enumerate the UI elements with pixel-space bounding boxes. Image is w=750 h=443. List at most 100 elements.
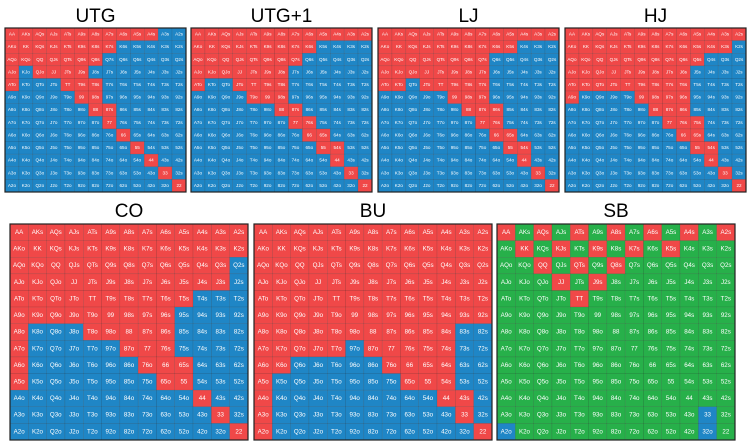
hand-label: J4o bbox=[556, 395, 567, 402]
hand-label: T9o bbox=[574, 312, 585, 319]
hand-label: 84o bbox=[92, 158, 100, 163]
hand-label: A7o bbox=[501, 345, 513, 352]
hand-label: KJo bbox=[32, 279, 43, 286]
hand-label: 83o bbox=[465, 170, 473, 175]
hand-label: K3o bbox=[276, 412, 288, 419]
hand-label: K4o bbox=[22, 158, 31, 163]
hand-label: A5o bbox=[381, 145, 390, 150]
hand-label: K4s bbox=[707, 44, 716, 49]
hand-label: AA bbox=[9, 32, 16, 37]
hand-label: 94s bbox=[707, 95, 715, 100]
hand-label: A7s bbox=[665, 32, 674, 37]
hand-label: 64s bbox=[684, 362, 694, 369]
hand-label: 77 bbox=[388, 345, 395, 352]
hand-label: 73o bbox=[292, 170, 300, 175]
hand-label: T8s bbox=[465, 82, 473, 87]
hand-label: Q3s bbox=[702, 262, 713, 269]
hand-label: ATs bbox=[331, 229, 341, 236]
hand-label: AA bbox=[382, 32, 389, 37]
hand-label: Q2o bbox=[294, 428, 306, 435]
hand-label: T9o bbox=[87, 312, 98, 319]
hand-label: T9o bbox=[437, 95, 445, 100]
hand-label: 63s bbox=[347, 132, 355, 137]
range-grid: LJ AA AKs AQs AJs ATs A9s A8s A7s A6s A5s A4s A3s A2s… bbox=[377, 6, 560, 193]
hand-label: AKo bbox=[8, 44, 17, 49]
hand-label: Q8s bbox=[123, 262, 134, 269]
hand-label: 64s bbox=[441, 362, 451, 369]
hand-label: T6o bbox=[331, 362, 342, 369]
hand-label: 97o bbox=[593, 345, 604, 352]
hand-label: K7o bbox=[519, 345, 531, 352]
hand-label: 86o bbox=[652, 132, 660, 137]
hand-label: 86o bbox=[124, 362, 135, 369]
hand-label: K7s bbox=[291, 44, 300, 49]
hand-label: 53s bbox=[703, 378, 713, 385]
hand-label: J7o bbox=[423, 120, 431, 125]
hand-label: J6o bbox=[610, 132, 618, 137]
hand-label: AKs bbox=[22, 32, 31, 37]
hand-label: 82s bbox=[361, 107, 369, 112]
hand-label: AA bbox=[15, 229, 24, 236]
hand-label: 43s bbox=[347, 158, 355, 163]
hand-label: 33 bbox=[163, 170, 169, 175]
hand-label: 54s bbox=[684, 378, 694, 385]
hand-label: 54s bbox=[707, 145, 715, 150]
hand-label: AJo bbox=[8, 69, 16, 74]
hand-label: 82s bbox=[735, 107, 743, 112]
hand-label: A2s bbox=[721, 229, 732, 236]
hand-label: AQo bbox=[257, 262, 270, 269]
hand-label: KJs bbox=[69, 246, 79, 253]
hand-label: 82s bbox=[234, 329, 244, 336]
hand-label: A4o bbox=[258, 395, 270, 402]
hand-label: A7s bbox=[291, 32, 300, 37]
hand-label: AJo bbox=[194, 69, 202, 74]
hand-label: 42s bbox=[361, 158, 369, 163]
hand-label: J2s bbox=[175, 69, 183, 74]
hand-label: Q2o bbox=[595, 183, 604, 188]
hand-label: KTs bbox=[250, 44, 258, 49]
hand-label: T9o bbox=[64, 95, 72, 100]
hand-label: Q6o bbox=[294, 362, 306, 369]
hand-label: 99 bbox=[351, 312, 358, 319]
grid-title: SB bbox=[603, 201, 628, 222]
hand-label: 94o bbox=[638, 158, 646, 163]
hand-label: 76s bbox=[648, 345, 658, 352]
hand-label: J8s bbox=[611, 279, 621, 286]
hand-label: T7o bbox=[87, 345, 98, 352]
hand-label: 75s bbox=[320, 120, 328, 125]
hand-label: 76o bbox=[666, 132, 674, 137]
hand-label: 66 bbox=[162, 362, 169, 369]
hand-label: J6s bbox=[648, 279, 658, 286]
hand-label: 83o bbox=[124, 412, 135, 419]
hand-label: Q4s bbox=[684, 262, 695, 269]
hand-label: Q9s bbox=[349, 262, 360, 269]
hand-label: KQs bbox=[537, 246, 549, 253]
hand-label: 98s bbox=[92, 95, 100, 100]
hand-label: T2o bbox=[574, 428, 585, 435]
hand-label: 83o bbox=[368, 412, 379, 419]
hand-label: 42o bbox=[333, 183, 341, 188]
hand-label: 77 bbox=[293, 120, 299, 125]
hand-label: A8s bbox=[611, 229, 622, 236]
hand-label: K2s bbox=[175, 44, 184, 49]
hand-label: 74s bbox=[707, 120, 715, 125]
hand-label: Q4o bbox=[35, 158, 44, 163]
hand-label: Q9o bbox=[50, 312, 62, 319]
hand-label: 87s bbox=[292, 107, 300, 112]
hand-label: 84o bbox=[278, 158, 286, 163]
hand-label: 73s bbox=[216, 345, 226, 352]
hand-label: T3o bbox=[331, 412, 342, 419]
hand-label: 84s bbox=[520, 107, 528, 112]
hand-label: A9s bbox=[105, 229, 116, 236]
hand-label: QJo bbox=[50, 279, 62, 286]
hand-label: 92o bbox=[638, 183, 646, 188]
hand-label: A6s bbox=[492, 32, 501, 37]
hand-label: 97o bbox=[78, 120, 86, 125]
hand-label: K8o bbox=[582, 107, 591, 112]
hand-label: 87o bbox=[92, 120, 100, 125]
hand-label: QTo bbox=[50, 295, 62, 302]
hand-label: 32o bbox=[534, 183, 542, 188]
hand-label: KTo bbox=[519, 295, 530, 302]
hand-label: ATo bbox=[381, 82, 389, 87]
hand-label: T7s bbox=[106, 82, 114, 87]
